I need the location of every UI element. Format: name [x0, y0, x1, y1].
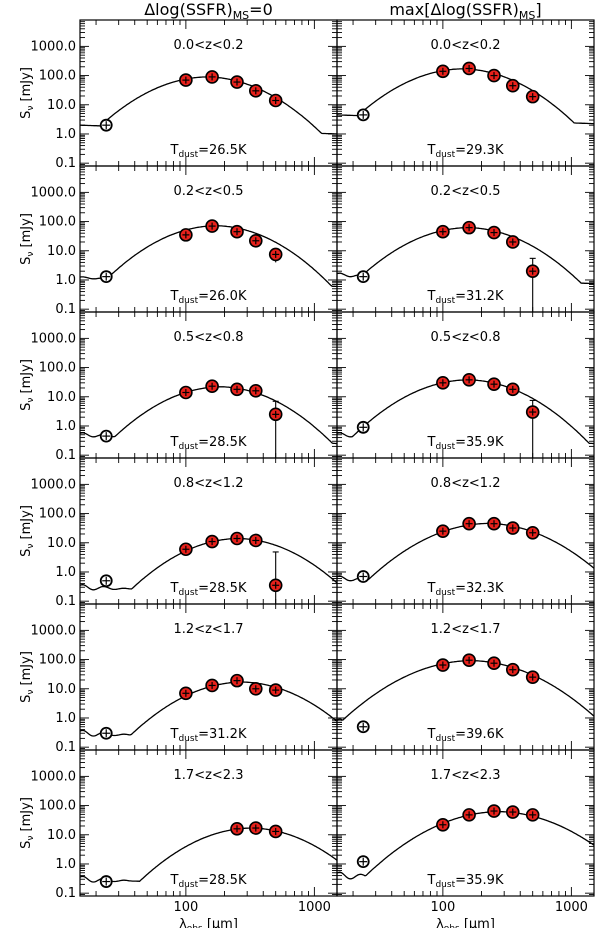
tdust-label: Tdust=28.5K	[170, 435, 247, 452]
y-tick-label: 1000.0	[31, 39, 77, 54]
y-tick-label: 0.1	[55, 740, 76, 755]
y-tick-label: 1.0	[55, 127, 76, 142]
tdust-label: Tdust=29.3K	[427, 143, 504, 160]
y-tick-label: 100.0	[39, 215, 76, 230]
y-tick-label: 0.1	[55, 886, 76, 901]
model-sed-curve	[336, 522, 595, 582]
tdust-label: Tdust=31.2K	[170, 727, 247, 744]
tdust-label: Tdust=39.6K	[427, 727, 504, 744]
sed-panel: 0.1 1.0 10.0 100.0 1000.0 Sν [mJy] 100 1000 λobs…	[19, 749, 338, 928]
y-tick-label: 10.0	[47, 390, 76, 405]
sed-panel: 0.1 1.0 10.0 100.0 1000.0 Sν [mJy] 0.0<z<0.2 Td…	[19, 19, 338, 171]
model-sed-curve	[80, 76, 337, 135]
y-axis-label: Sν [mJy]	[19, 651, 36, 703]
model-sed-curve	[336, 659, 595, 721]
redshift-label: 1.7<z<2.3	[431, 768, 501, 783]
y-tick-label: 0.1	[55, 448, 76, 463]
y-tick-label: 1.0	[55, 419, 76, 434]
redshift-label: 0.2<z<0.5	[431, 184, 501, 199]
panel-frame	[336, 749, 595, 897]
sed-panel: 0.1 1.0 10.0 100.0 1000.0 Sν [mJy] 0.5<z<0.8 Td…	[19, 311, 338, 463]
redshift-label: 1.2<z<1.7	[174, 622, 244, 637]
column-title: Δlog(SSFR)MS=0	[144, 0, 273, 22]
tdust-label: Tdust=35.9K	[427, 873, 504, 890]
redshift-label: 0.5<z<0.8	[174, 330, 244, 345]
y-tick-label: 1.0	[55, 711, 76, 726]
model-sed-curve	[336, 810, 595, 880]
tdust-label: Tdust=31.2K	[427, 289, 504, 306]
y-tick-label: 100.0	[39, 361, 76, 376]
y-axis-label: Sν [mJy]	[19, 67, 36, 119]
x-axis-label: λobs [μm]	[436, 917, 495, 928]
y-tick-label: 0.1	[55, 302, 76, 317]
redshift-label: 1.7<z<2.3	[174, 768, 244, 783]
y-tick-label: 1.0	[55, 273, 76, 288]
sed-panel: 0.1 1.0 10.0 100.0 1000.0 Sν [mJy] 0.8<z<1.2 Td…	[19, 457, 338, 609]
y-tick-label: 10.0	[47, 536, 76, 551]
sed-panel: 0.5<z<0.8 Tdust=35.9K	[336, 311, 595, 459]
x-tick-label: 100	[173, 900, 198, 915]
y-tick-label: 1000.0	[31, 331, 77, 346]
x-tick-label: 1000	[555, 900, 588, 915]
y-tick-label: 0.1	[55, 156, 76, 171]
x-tick-label: 1000	[298, 900, 331, 915]
y-axis-label: Sν [mJy]	[19, 797, 36, 849]
column-title: max[Δlog(SSFR)MS]	[389, 0, 541, 22]
redshift-label: 0.5<z<0.8	[431, 330, 501, 345]
y-axis-label: Sν [mJy]	[19, 359, 36, 411]
redshift-label: 0.0<z<0.2	[174, 38, 244, 53]
tdust-label: Tdust=26.0K	[170, 289, 247, 306]
redshift-label: 0.8<z<1.2	[174, 476, 244, 491]
y-tick-label: 0.1	[55, 594, 76, 609]
y-tick-label: 10.0	[47, 244, 76, 259]
tdust-label: Tdust=28.5K	[170, 873, 247, 890]
y-tick-label: 1000.0	[31, 477, 77, 492]
model-sed-curve	[79, 225, 337, 288]
model-sed-curve	[337, 68, 595, 125]
tdust-label: Tdust=28.5K	[170, 581, 247, 598]
y-tick-label: 10.0	[47, 682, 76, 697]
redshift-label: 0.8<z<1.2	[431, 476, 501, 491]
model-sed-curve	[336, 379, 594, 445]
sed-panel: 0.1 1.0 10.0 100.0 1000.0 Sν [mJy] 0.2<z<0.5 Td…	[19, 165, 338, 317]
y-tick-label: 1.0	[55, 857, 76, 872]
sed-panel: 0.8<z<1.2 Tdust=32.3K	[336, 457, 595, 605]
x-axis-label: λobs [μm]	[179, 917, 238, 928]
tdust-label: Tdust=35.9K	[427, 435, 504, 452]
y-tick-label: 100.0	[39, 507, 76, 522]
sed-panel: 100 1000 λobs [μm] 1.7<z<2.3 Tdust=35.9K	[336, 749, 595, 928]
y-tick-label: 100.0	[39, 653, 76, 668]
redshift-label: 1.2<z<1.7	[431, 622, 501, 637]
y-tick-label: 10.0	[47, 98, 76, 113]
model-sed-curve	[336, 226, 595, 285]
redshift-label: 0.0<z<0.2	[431, 38, 501, 53]
sed-panel: 0.2<z<0.5 Tdust=31.2K	[336, 165, 595, 313]
sed-panel: 0.1 1.0 10.0 100.0 1000.0 Sν [mJy] 1.2<z<1.7 Td…	[19, 603, 338, 755]
y-tick-label: 1000.0	[31, 185, 77, 200]
y-tick-label: 10.0	[47, 828, 76, 843]
tdust-label: Tdust=32.3K	[427, 581, 504, 598]
redshift-label: 0.2<z<0.5	[174, 184, 244, 199]
y-axis-label: Sν [mJy]	[19, 213, 36, 265]
y-axis-label: Sν [mJy]	[19, 505, 36, 557]
sed-panel: 1.2<z<1.7 Tdust=39.6K	[336, 603, 595, 751]
model-sed-curve	[79, 827, 338, 883]
y-tick-label: 1000.0	[31, 769, 77, 784]
y-tick-label: 100.0	[39, 69, 76, 84]
y-tick-label: 100.0	[39, 799, 76, 814]
y-tick-label: 1000.0	[31, 623, 77, 638]
sed-panel: 0.0<z<0.2 Tdust=29.3K	[336, 19, 595, 167]
y-tick-label: 1.0	[55, 565, 76, 580]
tdust-label: Tdust=26.5K	[170, 143, 247, 160]
x-tick-label: 100	[430, 900, 455, 915]
